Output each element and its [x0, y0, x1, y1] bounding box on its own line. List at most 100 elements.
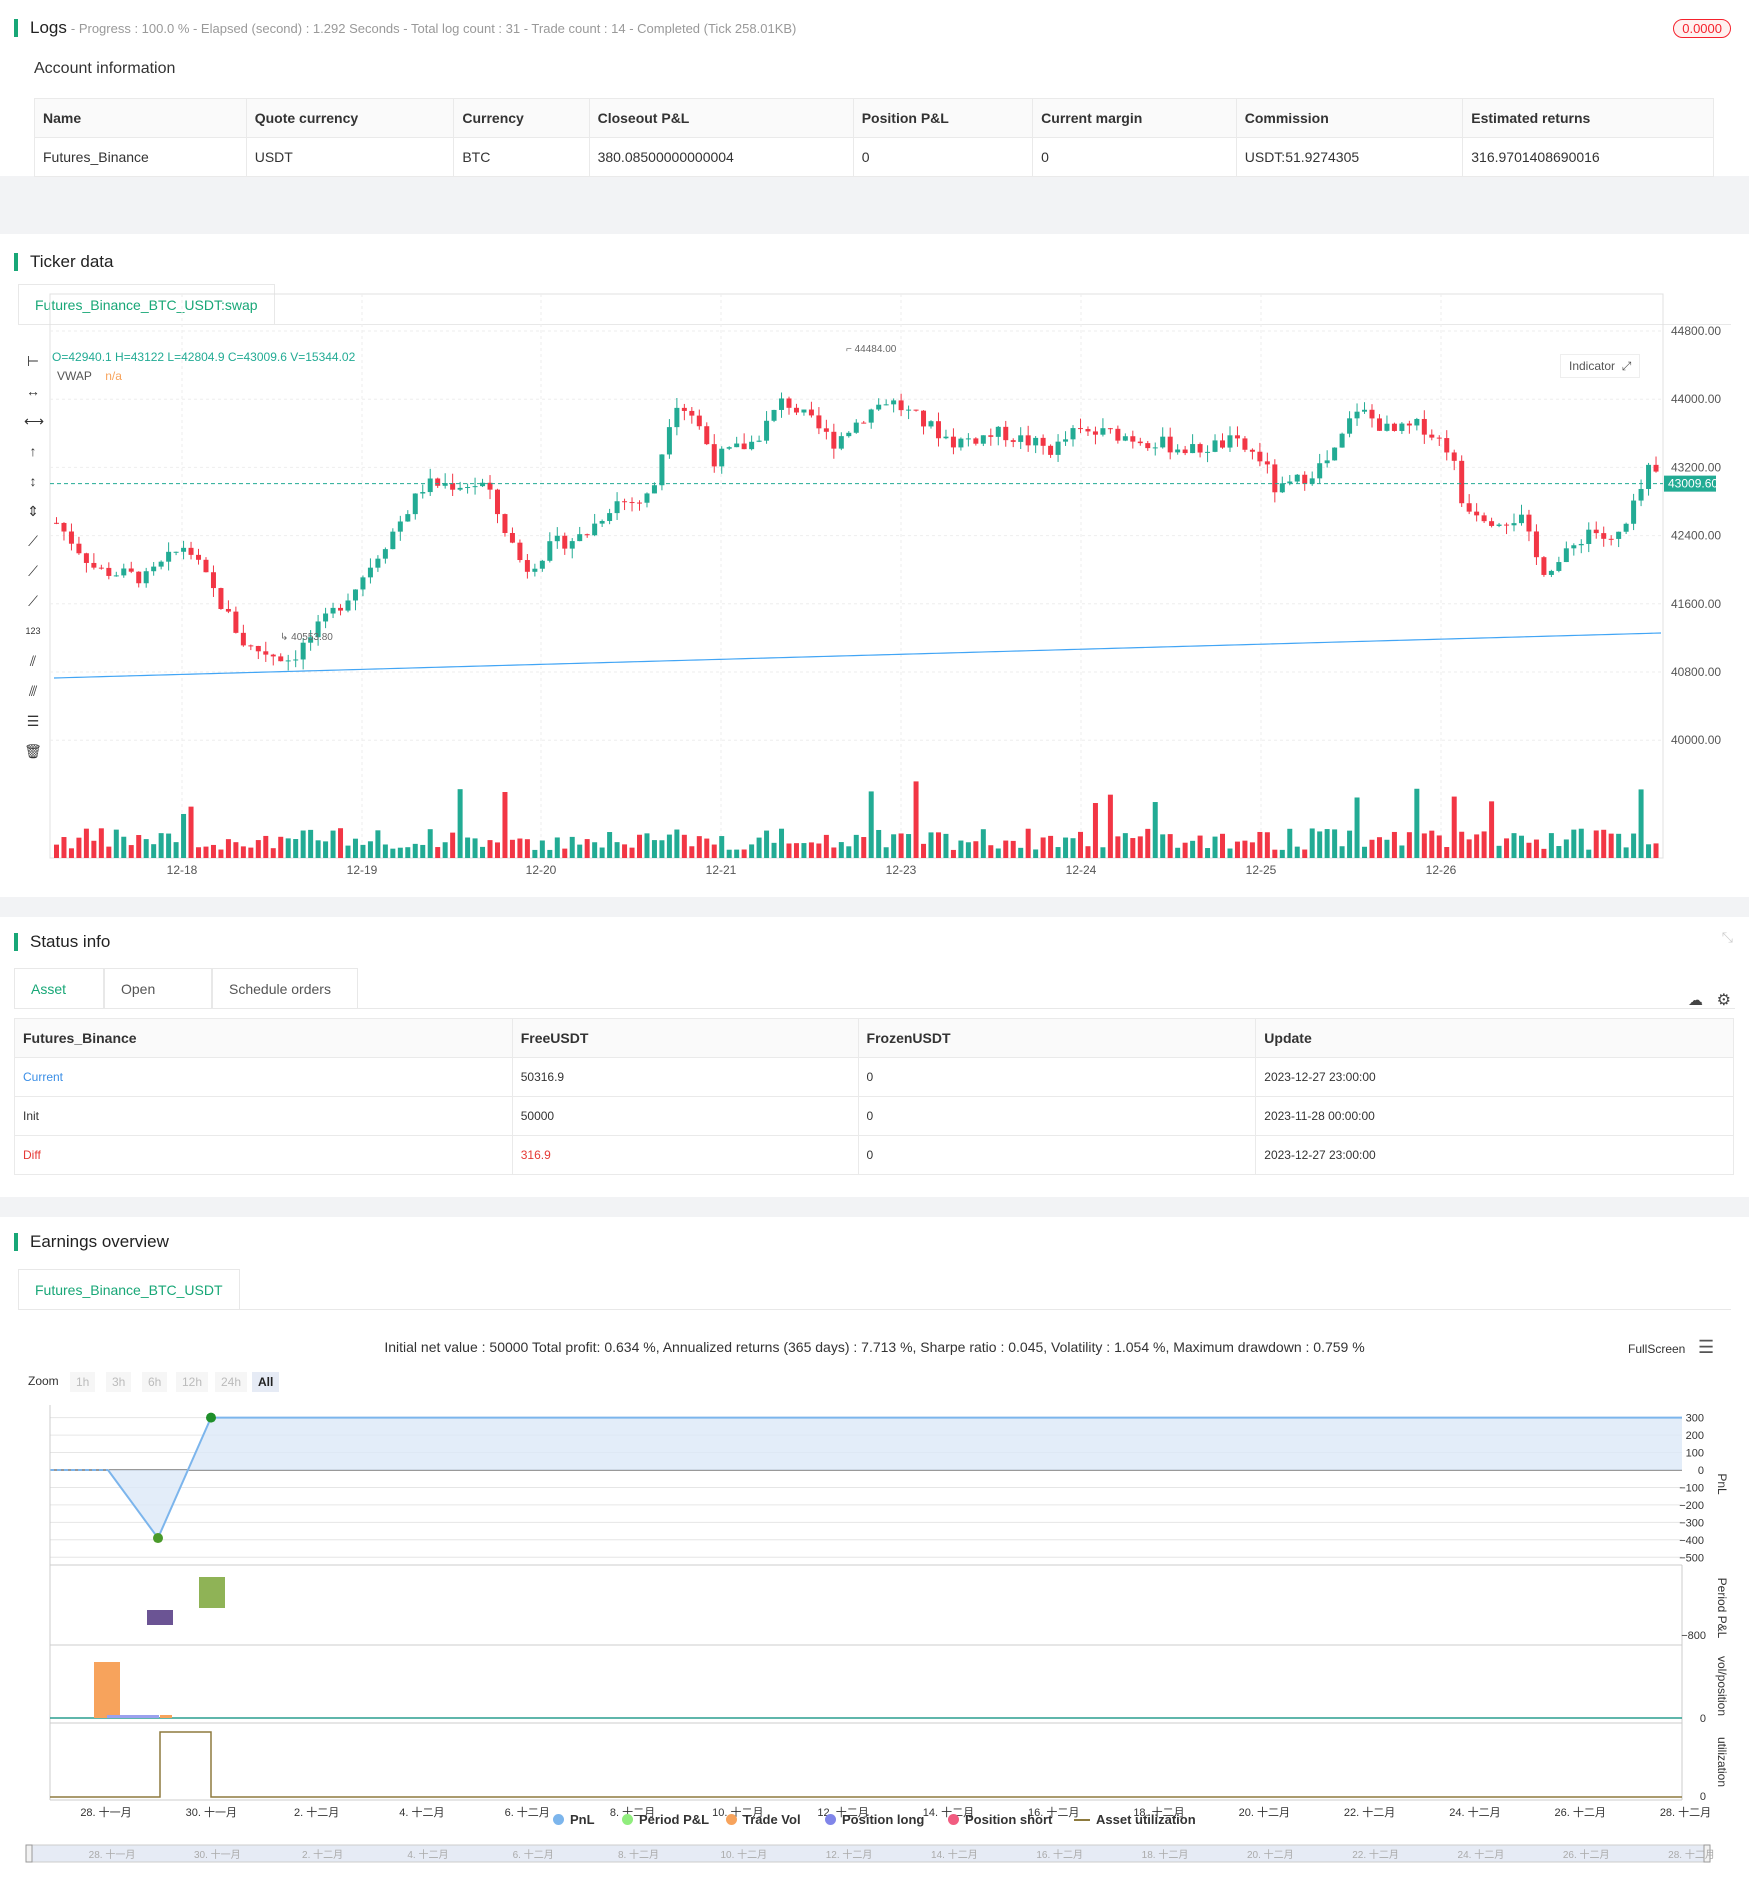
vertical-segment-icon[interactable]: ⇕ — [27, 503, 39, 519]
zoom-all[interactable]: All — [252, 1372, 280, 1392]
candle — [906, 409, 912, 411]
volume-bar — [1586, 849, 1592, 858]
last-price-label: 43009.60 — [1668, 477, 1718, 491]
volume-bar — [719, 836, 725, 858]
candle — [547, 541, 553, 561]
fib-levels-icon[interactable]: ☰ — [26, 713, 40, 729]
legend-item-pnl[interactable]: PnL — [553, 1812, 595, 1827]
segment-line-icon[interactable]: ⟋ — [28, 593, 38, 609]
volume-bar — [764, 830, 770, 858]
volume-bar — [1152, 802, 1158, 858]
tab-open-orders[interactable]: Open orders — [104, 968, 212, 1037]
candle — [965, 438, 971, 440]
candle — [427, 478, 433, 493]
legend-item-asset-utilization[interactable]: Asset utilization — [1074, 1812, 1196, 1827]
vertical-ray-icon[interactable]: ↑ — [29, 443, 37, 459]
horizontal-line-icon[interactable]: ↔ — [26, 383, 40, 399]
trash-icon[interactable]: 🗑 — [24, 743, 42, 759]
asset-cell[interactable]: Current — [14, 1057, 513, 1097]
volume-bar — [509, 839, 515, 858]
legend-item-period-p-l[interactable]: Period P&L — [622, 1812, 709, 1827]
price-tick: 41600.00 — [1671, 597, 1721, 611]
volume-bar — [554, 837, 560, 858]
zoom-24h[interactable]: 24h — [215, 1372, 248, 1392]
asset-header-0: Futures_Binance — [14, 1018, 513, 1058]
collapse-icon[interactable]: ⤡ — [1721, 929, 1733, 945]
volume-bar — [360, 844, 366, 858]
volume-bar — [1451, 796, 1457, 858]
zoom-6h[interactable]: 6h — [142, 1372, 168, 1392]
candle — [607, 513, 613, 521]
volume-bar — [681, 834, 687, 858]
volume-bar — [367, 841, 373, 858]
low-marker: ↳ 40553.80 — [280, 632, 333, 643]
legend-item-position-short[interactable]: Position short — [948, 1812, 1052, 1827]
volume-bar — [853, 834, 859, 858]
asset-cell: 2023-11-28 00:00:00 — [1255, 1096, 1734, 1136]
candle — [480, 482, 486, 487]
settings-gear-icon[interactable]: ⚙ — [1716, 992, 1731, 1009]
price-tick: 44800.00 — [1671, 324, 1721, 338]
candle — [1205, 451, 1211, 453]
tab-earnings-symbol[interactable]: Futures_Binance_BTC_USDT — [18, 1269, 240, 1309]
candle — [704, 426, 710, 445]
volume-bar — [457, 789, 463, 858]
fibonacci-icon[interactable]: ⫻ — [28, 683, 38, 699]
tab-asset[interactable]: Asset — [14, 968, 104, 1008]
vertical-line-icon[interactable]: ↕ — [29, 473, 37, 489]
candle — [808, 409, 814, 416]
cloud-download-icon[interactable]: ☁ — [1688, 992, 1703, 1009]
candle — [173, 551, 179, 553]
volume-bar — [1511, 833, 1517, 858]
candle — [166, 551, 172, 562]
candlestick-chart[interactable]: 44800.00 44000.00 43200.00 42400.00 41600.00… — [0, 234, 1749, 897]
candle — [1025, 435, 1031, 446]
account-header-4: Position P&L — [852, 98, 1034, 138]
menu-icon[interactable]: ☰ — [1698, 1337, 1715, 1357]
volume-bar — [136, 835, 142, 858]
candle — [584, 534, 590, 536]
candle — [1107, 428, 1113, 430]
candle — [1653, 464, 1659, 472]
zoom-1h[interactable]: 1h — [70, 1372, 96, 1392]
volume-bar — [255, 840, 261, 858]
trend-line-icon[interactable]: ⟋ — [28, 533, 38, 549]
volume-bar — [816, 843, 822, 858]
horizontal-ray-icon[interactable]: ⊢ — [26, 353, 40, 369]
candle — [442, 483, 448, 486]
fullscreen-button[interactable]: FullScreen — [1628, 1342, 1686, 1356]
zoom-3h[interactable]: 3h — [106, 1372, 132, 1392]
legend-item-trade-vol[interactable]: Trade Vol — [726, 1812, 801, 1827]
volume-bar — [883, 847, 889, 858]
asset-cell[interactable]: Diff — [14, 1135, 513, 1175]
volume-bar — [1653, 843, 1659, 858]
vwap-label: VWAP n/a — [57, 369, 122, 383]
legend-item-position-long[interactable]: Position long — [825, 1812, 924, 1827]
volume-bar — [1391, 831, 1397, 858]
zoom-12h[interactable]: 12h — [176, 1372, 209, 1392]
candle — [338, 607, 344, 611]
legend-label: Asset utilization — [1096, 1812, 1196, 1827]
parallel-line-icon[interactable]: ⫽ — [29, 653, 37, 669]
asset-header-3: Update — [1255, 1018, 1734, 1058]
candle — [517, 542, 523, 561]
horizontal-segment-icon[interactable]: ⟷ — [24, 413, 45, 429]
volume-bar — [622, 844, 628, 858]
date-tick: 12-24 — [1066, 863, 1097, 877]
volume-bar — [517, 838, 523, 858]
tab-schedule-orders[interactable]: Schedule orders — [212, 968, 358, 1008]
volume-bar — [988, 845, 994, 858]
volume-bar — [1234, 841, 1240, 858]
ray-line-icon[interactable]: ⟋ — [28, 563, 38, 579]
price-line-icon[interactable]: 123 — [25, 626, 41, 636]
indicator-button[interactable]: Indicator ⤢ — [1560, 354, 1641, 378]
tab-ticker-symbol[interactable]: Futures_Binance_BTC_USDT:swap — [18, 284, 275, 324]
volume-bar — [1130, 838, 1136, 858]
volume-bar — [637, 834, 643, 858]
candle — [1608, 538, 1614, 540]
volume-bar — [1429, 830, 1435, 858]
candle — [1556, 562, 1562, 571]
candle — [1533, 531, 1539, 558]
table-row: Diff 316.9 0 2023-12-27 23:00:00 — [14, 1135, 1734, 1175]
legend-label: Position short — [965, 1812, 1053, 1827]
